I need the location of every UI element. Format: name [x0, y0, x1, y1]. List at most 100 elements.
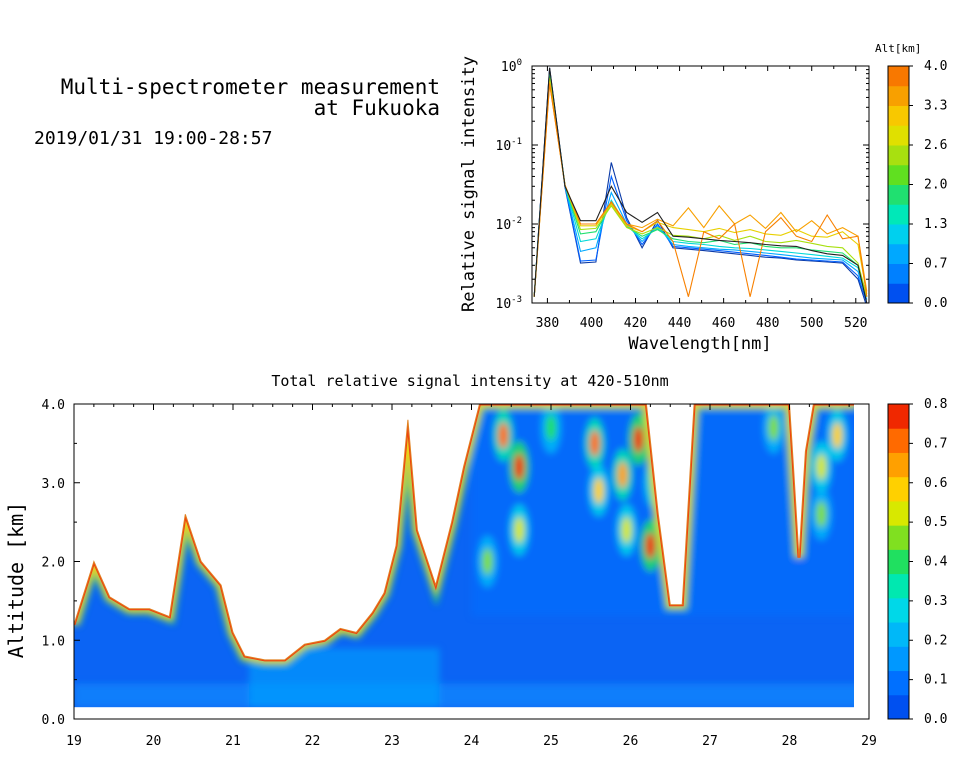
intensity-colorbar-swatch — [888, 549, 909, 575]
altitude-colorbar-swatch — [888, 105, 909, 126]
intensity-heatmap: Total relative signal intensity at 420-5… — [4, 372, 948, 749]
intensity-colorbar-swatch — [888, 404, 909, 429]
heatmap-hot-spot — [633, 426, 644, 453]
intensity-colorbar-swatch — [888, 500, 909, 526]
altitude-colorbar-tick-label: 0.0 — [924, 296, 947, 311]
intensity-colorbar-swatch — [888, 573, 909, 599]
heatmap-x-tick-label: 20 — [146, 734, 162, 749]
heatmap-y-tick-label: 3.0 — [42, 477, 65, 492]
intensity-colorbar-tick-label: 0.0 — [924, 712, 947, 727]
altitude-colorbar-swatch — [888, 243, 909, 264]
heatmap-y-tick-label: 1.0 — [42, 634, 65, 649]
intensity-colorbar: 0.8 0.7 0.6 0.5 0.4 0.3 0.2 0.1 0.0 — [887, 397, 948, 727]
altitude-colorbar-label: Alt[km] — [875, 42, 921, 55]
heatmap-hot-spot — [816, 454, 827, 480]
heatmap-x-tick-label: 19 — [66, 734, 82, 749]
spectrum-x-tick-label: 460 — [712, 316, 735, 331]
heatmap-hot-spot — [768, 414, 779, 441]
intensity-colorbar-swatch — [888, 694, 909, 720]
spectrum-axis-ticks: 380 400 420 440 460 480 500 520 10-3 10-2 10-1 100 — [496, 58, 869, 331]
heatmap-y-tick-label: 2.0 — [42, 556, 65, 571]
spectrum-x-tick-label: 500 — [800, 316, 823, 331]
intensity-colorbar-tick-label: 0.2 — [924, 633, 947, 648]
altitude-colorbar-tick-label: 1.3 — [924, 217, 947, 232]
heatmap-low-band — [74, 683, 854, 708]
spectrum-plot-area — [532, 66, 869, 303]
heatmap-hot-spot — [645, 532, 656, 559]
altitude-colorbar-swatch — [888, 66, 909, 87]
heatmap-y-tick-label: 4.0 — [42, 398, 65, 413]
heatmap-hot-spot — [816, 501, 827, 528]
spectrum-x-tick-label: 440 — [668, 316, 691, 331]
heatmap-hot-spot — [617, 461, 628, 488]
spectrum-y-tick-label: 10-3 — [496, 295, 523, 312]
spectrum-series-line-9 — [533, 67, 868, 303]
heatmap-axis-ticks: 19 20 21 22 23 24 25 26 27 28 29 0.0 1.0 2.0 3.0 4.0 — [42, 398, 877, 749]
header-title-line1: Multi-spectrometer measurement — [61, 75, 440, 99]
heatmap-nodata-bottom — [74, 707, 869, 719]
spectrum-plot-frame — [531, 65, 870, 304]
heatmap-nodata-right — [857, 404, 869, 719]
heatmap-x-tick-label: 25 — [543, 734, 559, 749]
header-title-line2: at Fukuoka — [314, 96, 440, 120]
altitude-colorbar-swatch — [888, 224, 909, 245]
heatmap-hot-spot — [498, 422, 509, 449]
intensity-colorbar-swatch — [888, 597, 909, 623]
altitude-colorbar-tick-label: 2.0 — [924, 178, 947, 193]
intensity-colorbar-tick-label: 0.5 — [924, 515, 947, 530]
heatmap-hot-spot — [621, 517, 632, 543]
altitude-colorbar-swatch — [888, 145, 909, 166]
altitude-colorbar-tick-label: 2.6 — [924, 138, 947, 153]
heatmap-cloud-mask — [74, 404, 854, 661]
altitude-colorbar-tick-label: 3.3 — [924, 99, 947, 114]
heatmap-x-tick-label: 22 — [305, 734, 321, 749]
spectrum-line-chart: 380 400 420 440 460 480 500 52010-310-210-1100 … — [459, 42, 947, 354]
intensity-colorbar-tick-label: 0.8 — [924, 397, 947, 412]
spectrum-x-tick-label: 520 — [844, 316, 867, 331]
altitude-colorbar: 4.0 3.3 2.6 2.0 1.3 0.7 0.0 — [887, 59, 947, 311]
heatmap-hot-spot — [593, 477, 604, 504]
heatmap-y-axis-label: Altitude [km] — [4, 502, 28, 659]
intensity-colorbar-tick-label: 0.1 — [924, 673, 947, 688]
spectrum-y-tick-label: 100 — [501, 58, 522, 75]
heatmap-hot-spot — [589, 430, 600, 457]
heatmap-x-tick-label: 26 — [623, 734, 639, 749]
spectrum-y-axis-label: Relative signal intensity — [459, 56, 479, 312]
altitude-colorbar-swatch — [888, 125, 909, 146]
spectrum-series-line-0 — [533, 67, 867, 303]
heatmap-x-tick-label: 23 — [384, 734, 400, 749]
altitude-colorbar-tick-label: 4.0 — [924, 59, 947, 74]
spectrum-y-tick-label: 10-2 — [496, 216, 523, 233]
heatmap-hot-spot — [832, 422, 843, 449]
spectrum-x-tick-label: 420 — [624, 316, 647, 331]
altitude-colorbar-swatch — [888, 263, 909, 284]
spectrum-series-line-2 — [533, 71, 868, 300]
intensity-colorbar-swatch — [888, 452, 909, 478]
heatmap-hot-spot — [546, 414, 556, 441]
heatmap-x-tick-label: 24 — [464, 734, 480, 749]
spectrum-x-tick-label: 480 — [756, 316, 779, 331]
intensity-colorbar-tick-label: 0.4 — [924, 555, 948, 570]
heatmap-x-tick-label: 27 — [702, 734, 718, 749]
intensity-colorbar-swatch — [888, 428, 909, 453]
spectrum-series-line-4 — [533, 75, 868, 297]
spectrum-y-tick-label: 10-1 — [496, 137, 523, 154]
heatmap-x-tick-label: 28 — [782, 734, 798, 749]
heatmap-hot-spot — [482, 548, 493, 575]
spectrum-series-line-8 — [533, 83, 868, 297]
heatmap-frame-top — [73, 403, 870, 720]
heatmap-title: Total relative signal intensity at 420-5… — [271, 372, 668, 390]
altitude-colorbar-swatch — [888, 184, 909, 205]
intensity-colorbar-swatch — [888, 525, 909, 550]
spectrum-series-group — [533, 67, 868, 303]
heatmap-hot-spot — [514, 517, 525, 543]
altitude-colorbar-swatch — [888, 283, 909, 304]
intensity-colorbar-tick-label: 0.6 — [924, 476, 947, 491]
spectrum-x-axis-label: Wavelength[nm] — [628, 334, 771, 354]
spectrum-x-tick-label: 380 — [536, 316, 559, 331]
intensity-colorbar-swatch — [888, 670, 909, 696]
heatmap-x-tick-label: 29 — [861, 734, 877, 749]
intensity-colorbar-tick-label: 0.3 — [924, 594, 947, 609]
